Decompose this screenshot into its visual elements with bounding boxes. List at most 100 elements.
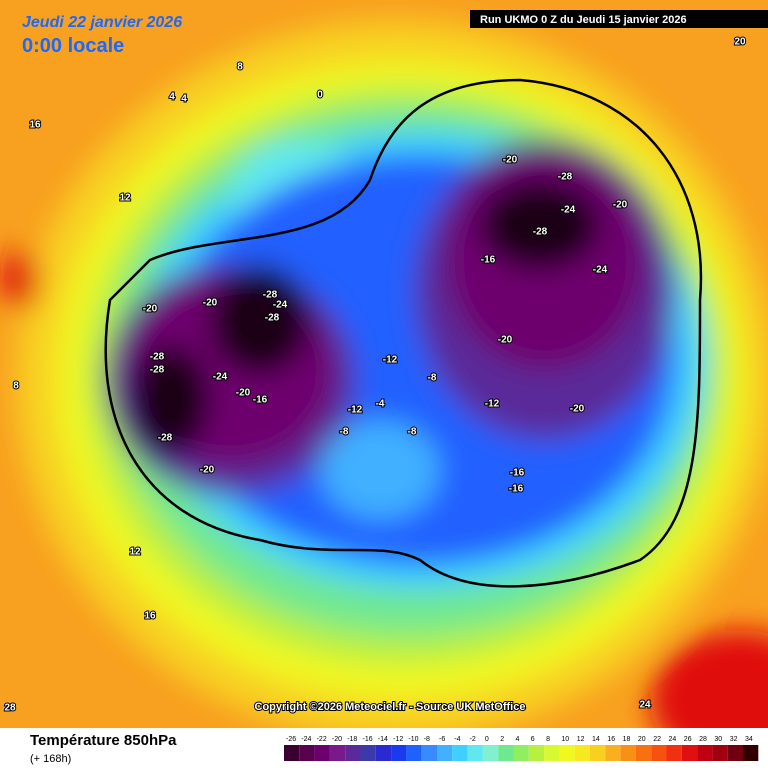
colorbar-label: -22 [317,736,327,743]
colorbar-label: 28 [699,736,707,743]
contour-label: 4 [181,94,187,105]
colorbar-swatch [482,745,499,761]
colorbar-label: -14 [378,736,388,743]
colorbar-swatch [314,745,330,761]
contour-label: 8 [237,62,243,73]
contour-label: 20 [734,37,746,48]
contour-label: 16 [144,611,156,622]
contour-label: -20 [203,298,218,309]
contour-label: 8 [13,381,19,392]
contour-label: -8 [340,427,349,438]
colorbar-swatch [712,745,728,761]
colorbar-label: -24 [301,736,311,743]
colorbar-swatch [452,745,468,761]
colorbar-label: 0 [485,736,489,743]
contour-label: 4 [169,92,175,103]
contour-label: -20 [498,335,513,346]
colorbar-swatch [574,745,590,761]
colorbar: -26 -24 -22 -20 -18 -16 -14 -12 -10 -8 -6 -4 -2 0 2 4 6 8… [284,736,759,761]
contour-label: -24 [561,205,576,216]
colorbar-swatch [513,745,529,761]
colorbar-swatch [635,745,652,761]
contour-label: -20 [503,155,518,166]
lead-time: (+ 168h) [30,753,71,765]
valid-date: Jeudi 22 janvier 2026 [22,14,182,31]
colorbar-swatch [697,745,713,761]
contour-label: -24 [593,265,608,276]
contour-label: -24 [213,372,228,383]
contour-label: 28 [4,703,16,714]
contour-label: -28 [265,313,280,324]
contour-label: 12 [129,547,141,558]
contour-label: -12 [485,399,500,410]
colorbar-swatch [406,745,422,761]
colorbar-label: -16 [363,736,373,743]
contour-label: 12 [119,193,131,204]
contour-label: -24 [273,300,288,311]
colorbar-swatch [559,745,575,761]
colorbar-label: 16 [607,736,615,743]
colorbar-swatch [681,745,698,761]
colorbar-swatch [620,745,636,761]
contour-label: -28 [533,227,548,238]
colorbar-swatch [299,745,315,761]
contour-label: -20 [570,404,585,415]
colorbar-label: -4 [454,736,460,743]
colorbar-swatch [421,745,437,761]
colorbar-swatch [590,745,606,761]
colorbar-label: 12 [577,736,585,743]
colorbar-label: -2 [470,736,476,743]
contour-label: -28 [558,172,573,183]
contour-label: -28 [263,290,278,301]
colorbar-label: -6 [439,736,445,743]
contour-label: 24 [639,700,651,711]
contour-label: -16 [481,255,496,266]
colorbar-label: 24 [669,736,677,743]
colorbar-label: 10 [561,736,569,743]
colorbar-label: 6 [531,736,535,743]
contour-label: -12 [348,405,363,416]
colorbar-swatch [467,745,483,761]
contour-label: 0 [317,90,323,101]
colorbar-swatch [651,745,667,761]
colorbar-label: 20 [638,736,646,743]
colorbar-label: 34 [745,736,753,743]
colorbar-swatch [437,745,453,761]
colorbar-label: 30 [714,736,722,743]
colorbar-label: 18 [623,736,631,743]
contour-label: -4 [376,399,385,410]
contour-label: -16 [509,484,524,495]
colorbar-swatch [727,745,743,761]
run-info: Run UKMO 0 Z du Jeudi 15 janvier 2026 [480,14,687,26]
colorbar-swatch [544,745,560,761]
colorbar-swatch [666,745,682,761]
colorbar-label: 14 [592,736,600,743]
colorbar-label: -18 [347,736,357,743]
contour-label: -12 [383,355,398,366]
colorbar-swatch [375,745,392,761]
contour-label: -20 [613,200,628,211]
colorbar-label: -26 [286,736,296,743]
colorbar-label: 2 [500,736,504,743]
colorbar-swatch [360,745,376,761]
colorbar-swatch [329,745,346,761]
colorbar-label: -10 [408,736,418,743]
footer-title: Température 850hPa [30,732,177,749]
contour-label: -28 [150,352,165,363]
contour-label: -28 [158,433,173,444]
colorbar-label: 4 [516,736,520,743]
colorbar-swatch [284,745,300,761]
colorbar-label: 8 [546,736,550,743]
colorbar-label: -8 [424,736,430,743]
colorbar-label: 26 [684,736,692,743]
contour-label: -20 [236,388,251,399]
map-labels: -28-24-28-20-28-28-24-20-16-28-20-20-28-… [3,36,747,715]
contour-label: -20 [143,304,158,315]
colorbar-swatch [743,745,759,761]
contour-label: -16 [510,468,525,479]
contour-label: 16 [29,120,41,131]
colorbar-swatch [528,745,545,761]
contour-label: -16 [253,395,268,406]
